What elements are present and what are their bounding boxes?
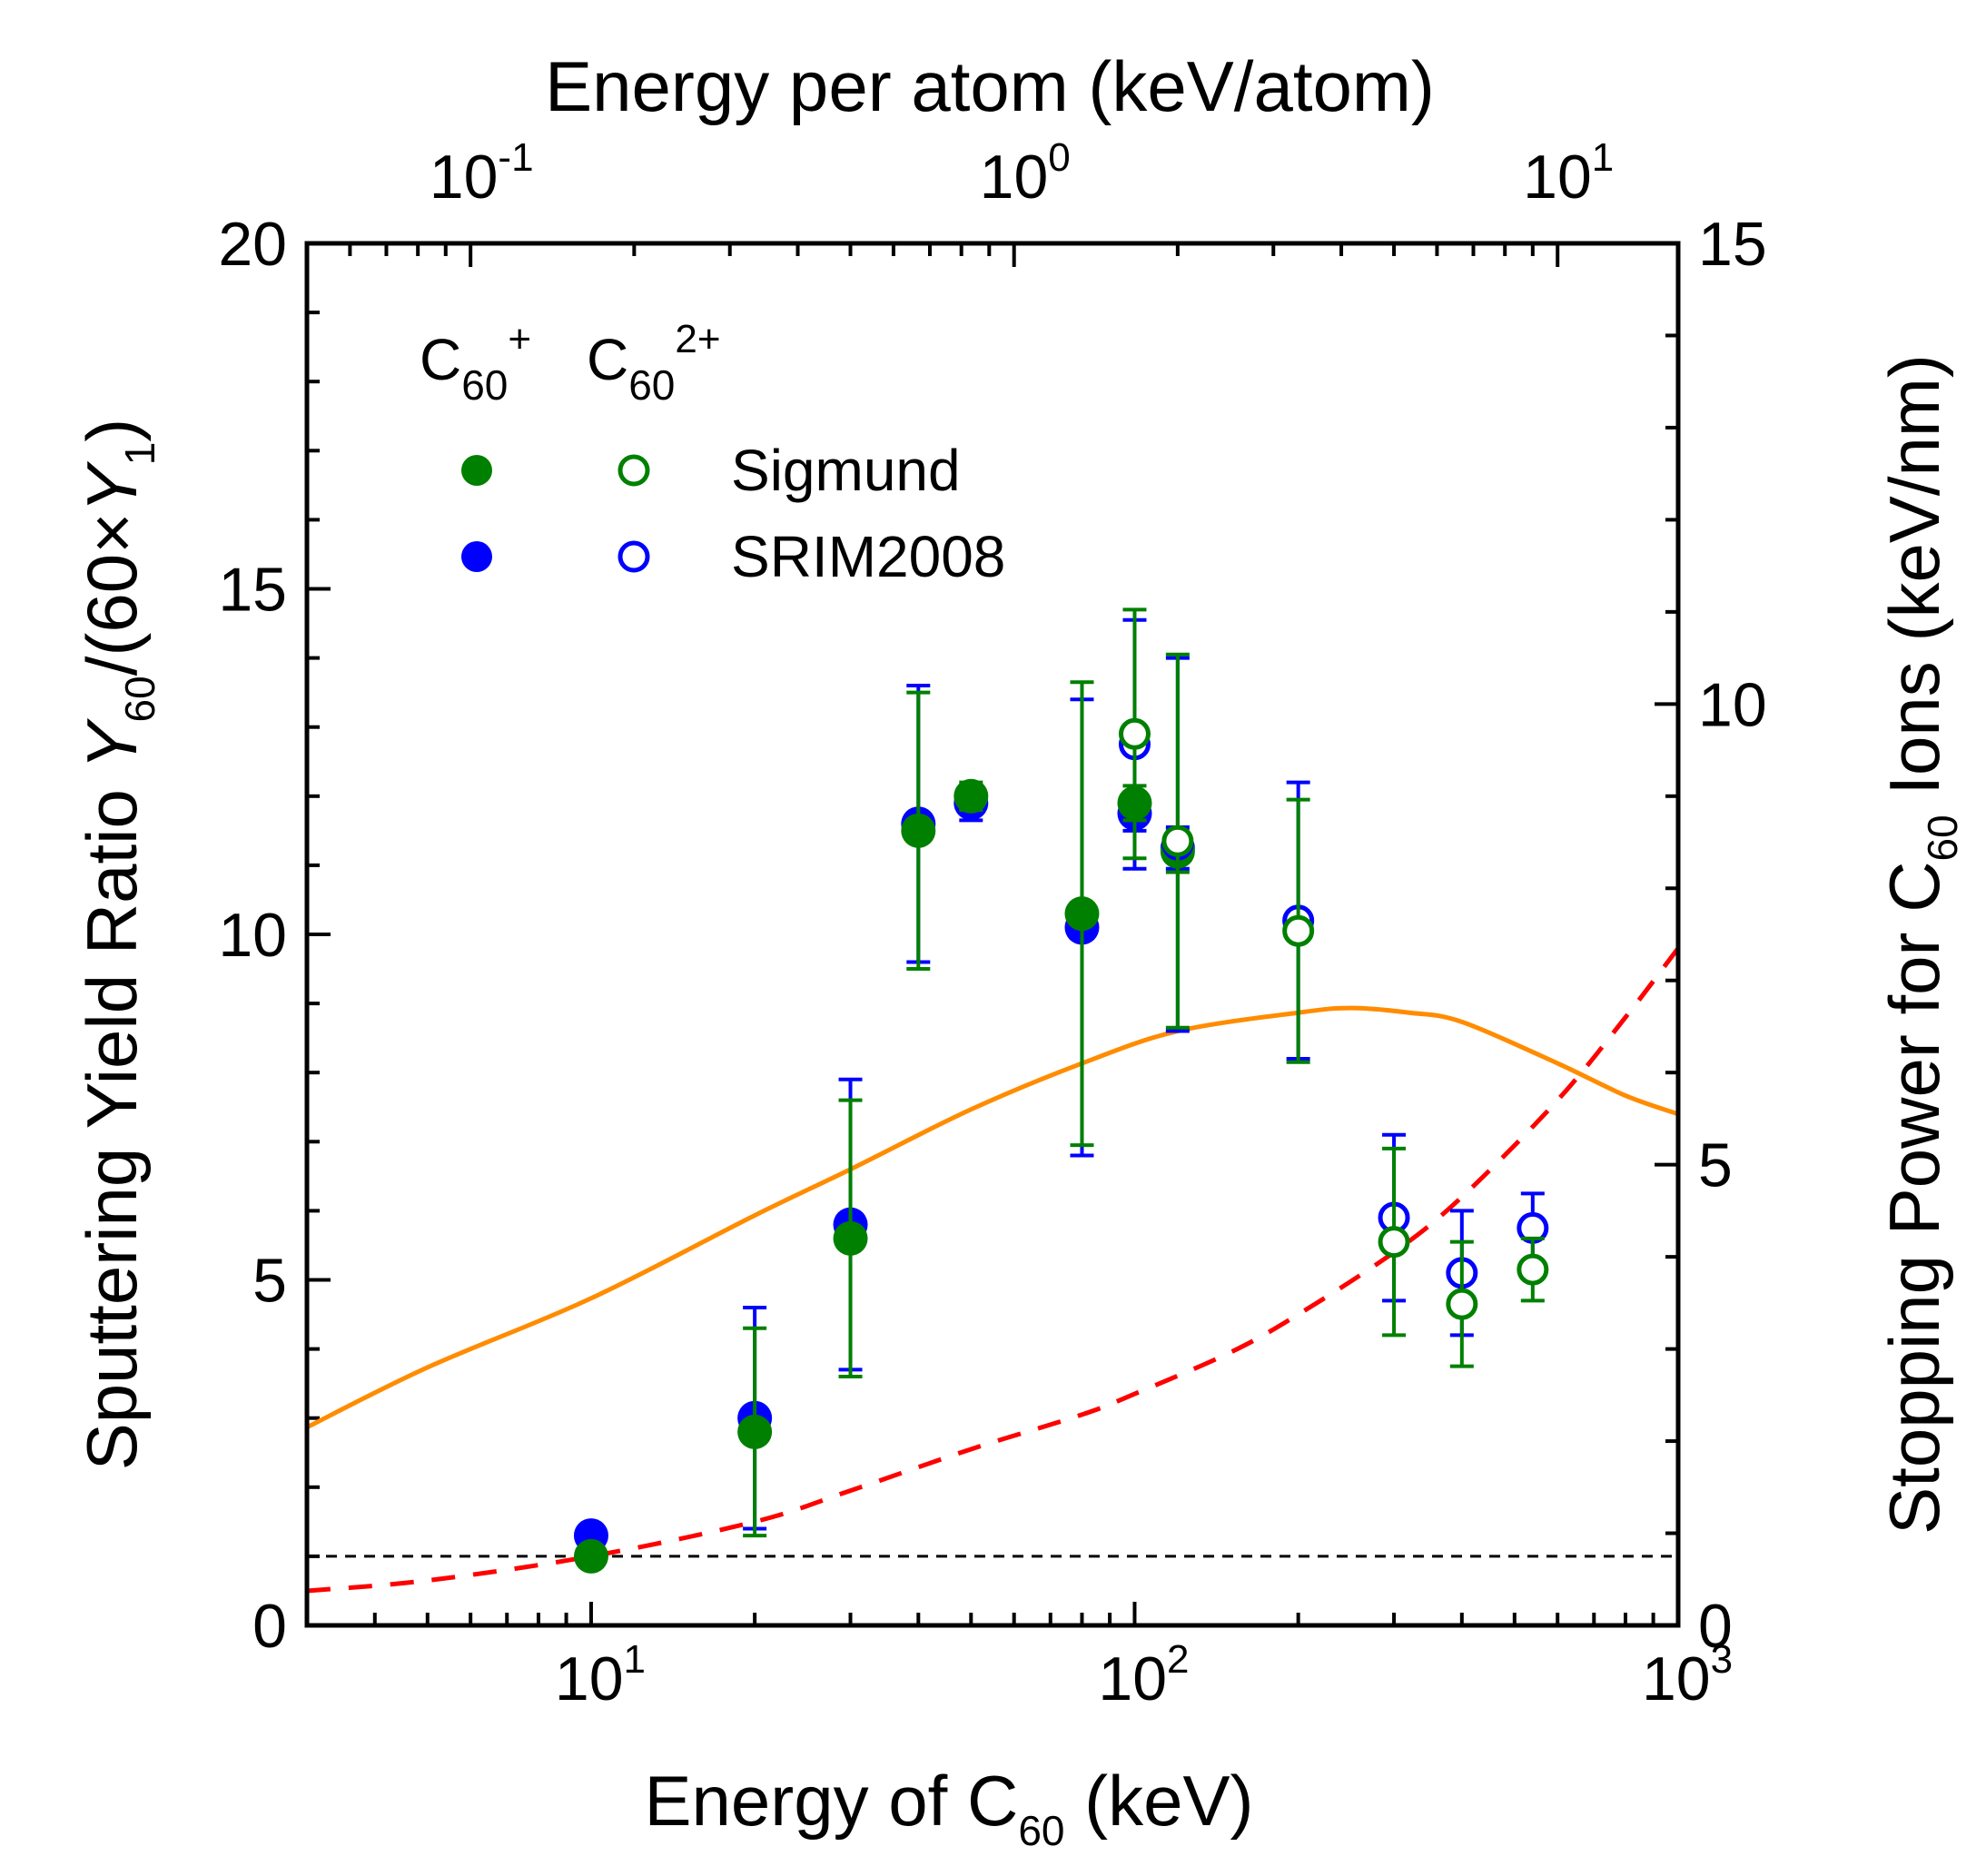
x-tick-label: 102 <box>1098 1637 1189 1713</box>
x-top-tick-label: 100 <box>980 135 1071 212</box>
axis-ticks-layer <box>305 242 1680 1627</box>
legend-marker-sigmund-open <box>618 454 650 487</box>
stopping-power-curve <box>305 1005 1679 1430</box>
legend-label-srim: SRIM2008 <box>731 524 1005 589</box>
sigmund-c60-2--point <box>1282 914 1315 947</box>
legend: C60+ C602+ Sigmund SRIM2008 <box>420 317 1005 589</box>
y-tick-label: 20 <box>218 210 287 279</box>
y-tick-label: 0 <box>252 1592 287 1661</box>
x-axis-title: Energy of C60 (keV) <box>644 1761 1253 1854</box>
y-axis-title: Sputtering Yield Ratio Y60/(60×Y1) <box>72 419 163 1471</box>
sigmund-c60--point <box>1064 896 1100 932</box>
plot-frame <box>304 241 1681 1628</box>
model-dashed-curve <box>306 946 1680 1594</box>
sigmund-c60-2--point <box>1517 1253 1549 1286</box>
legend-marker-srim-open <box>618 540 650 573</box>
x-top-tick-label: 10-1 <box>430 135 534 212</box>
legend-label-sigmund: Sigmund <box>731 438 961 503</box>
legend-header-open: C602+ <box>587 317 721 409</box>
x-tick-label: 101 <box>555 1637 646 1713</box>
sigmund-c60-2--point <box>1161 824 1194 857</box>
y-tick-label: 15 <box>218 556 287 625</box>
legend-marker-srim-filled <box>461 541 492 572</box>
sigmund-c60-2--point <box>1446 1288 1478 1320</box>
sigmund-c60--point <box>737 1414 773 1449</box>
sigmund-c60-2--point <box>1118 717 1151 750</box>
y2-tick-label: 15 <box>1698 210 1767 279</box>
y2-tick-label: 5 <box>1698 1131 1733 1200</box>
data-points-layer <box>573 607 1549 1574</box>
legend-header-filled: C60+ <box>420 317 531 409</box>
sigmund-c60--point <box>953 778 989 814</box>
x-top-axis-title: Energy per atom (keV/atom) <box>545 46 1435 126</box>
y2-axis-title: Stopping Power for C60 Ions (keV/nm) <box>1874 354 1966 1535</box>
sigmund-c60--point <box>573 1538 608 1574</box>
sigmund-c60-2--point <box>1378 1226 1410 1259</box>
x-top-tick-label: 101 <box>1523 135 1614 212</box>
sigmund-c60--point <box>901 813 936 848</box>
legend-marker-sigmund-filled <box>461 455 492 486</box>
tick-labels-layer: 0 5 10 15 20 0 5 10 15 101 102 103 10-1 100 101 <box>218 135 1766 1713</box>
y-tick-label: 5 <box>252 1247 287 1316</box>
y2-tick-label: 0 <box>1698 1592 1733 1661</box>
x-tick-label: 103 <box>1642 1637 1733 1713</box>
sigmund-c60--point <box>833 1220 868 1256</box>
y2-tick-label: 10 <box>1698 670 1767 739</box>
y-tick-label: 10 <box>218 901 287 970</box>
